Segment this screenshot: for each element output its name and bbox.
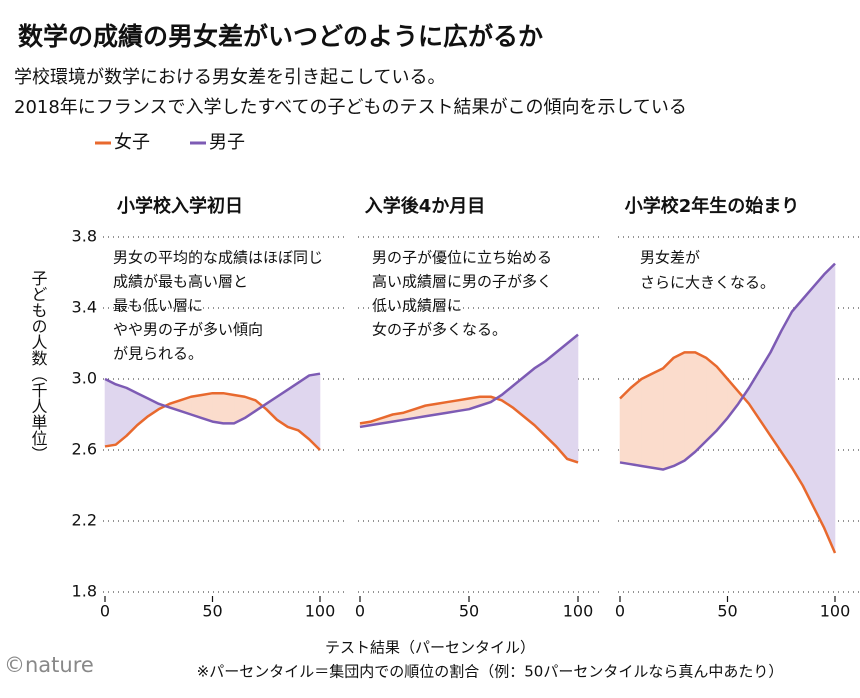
annotation: 男女差が [640, 249, 700, 267]
x-tick-label: 100 [820, 602, 851, 621]
x-tick-label: 50 [717, 602, 737, 621]
gap-fill [544, 351, 557, 448]
y-tick-label: 1.8 [72, 582, 97, 601]
series-line [359, 395, 579, 464]
gap-fill [823, 262, 836, 554]
annotation: 男女の平均的な成績はほぼ同じ [113, 249, 323, 267]
gap-fill [308, 373, 321, 451]
annotation: 女の子が多くなる。 [372, 321, 507, 339]
series-line [104, 391, 321, 451]
annotation: 低い成績層に [372, 297, 462, 315]
series-line [359, 333, 579, 429]
legend-label: 女子 [114, 132, 150, 153]
series-line [619, 262, 836, 471]
gap-fill [212, 392, 224, 424]
gap-fill [641, 373, 653, 469]
gap-fill [673, 351, 685, 467]
gap-fill [684, 352, 696, 462]
gap-fill [662, 356, 675, 470]
gap-fill [651, 367, 664, 470]
credit: ©nature [4, 653, 94, 677]
gap-fill [222, 392, 235, 424]
y-tick-label: 2.2 [72, 511, 97, 530]
panel-title: 入学後4か月目 [365, 195, 486, 217]
x-tick-label: 0 [355, 602, 365, 621]
gap-fill [555, 342, 568, 460]
annotation: 高い成績層に男の子が多く [372, 273, 552, 291]
gap-fill [104, 378, 117, 447]
y-tick-label: 3.8 [72, 227, 97, 246]
x-tick-label: 100 [563, 602, 594, 621]
annotation: が見られる。 [113, 345, 203, 363]
footnote: ※パーセンタイル＝集団内での順位の割合（例：50パーセンタイルなら真ん中あたり） [197, 663, 784, 681]
gap-fill [534, 360, 546, 437]
gap-fill [780, 311, 793, 469]
annotation: 男の子が優位に立ち始める [372, 249, 552, 267]
annotation: 成績が最も高い層と [113, 273, 248, 291]
gap-fill [802, 285, 814, 507]
gap-fill [694, 351, 707, 453]
annotation: やや男の子が多い傾向 [113, 321, 263, 339]
gap-fill [705, 357, 718, 442]
title: 数学の成績の男女差がいつどのように広がるか [18, 22, 543, 51]
gap-fill [298, 374, 310, 440]
y-tick-label: 3.0 [72, 369, 97, 388]
gap-fill [126, 387, 138, 437]
gap-fill [791, 298, 804, 487]
gap-fill [813, 273, 825, 529]
subtitle: 2018年にフランスで入学したすべての子どものテスト結果がこの傾向を示している [14, 97, 687, 118]
annotation: 最も低い層に [113, 297, 203, 315]
x-axis-label: テスト結果（パーセンタイル） [325, 639, 535, 657]
subtitle: 学校環境が数学における男女差を引き起こしている。 [14, 67, 445, 88]
legend-label: 男子 [209, 132, 245, 153]
annotation: さらに大きくなる。 [640, 274, 775, 292]
series-line [619, 351, 837, 554]
x-tick-label: 0 [615, 602, 625, 621]
y-axis-label: 子どもの人数（千人単位） [29, 270, 48, 462]
y-tick-label: 3.4 [72, 298, 97, 317]
series-line [104, 372, 321, 425]
panel-title: 小学校入学初日 [117, 195, 243, 217]
x-tick-label: 50 [459, 602, 479, 621]
x-tick-label: 50 [202, 602, 222, 621]
panel-title: 小学校2年生の始まり [625, 195, 800, 217]
gap-fill [566, 333, 579, 463]
gap-fill [630, 378, 642, 467]
x-tick-label: 0 [100, 602, 110, 621]
y-tick-label: 2.6 [72, 440, 97, 459]
x-tick-label: 100 [305, 602, 336, 621]
gap-fill [619, 387, 632, 465]
